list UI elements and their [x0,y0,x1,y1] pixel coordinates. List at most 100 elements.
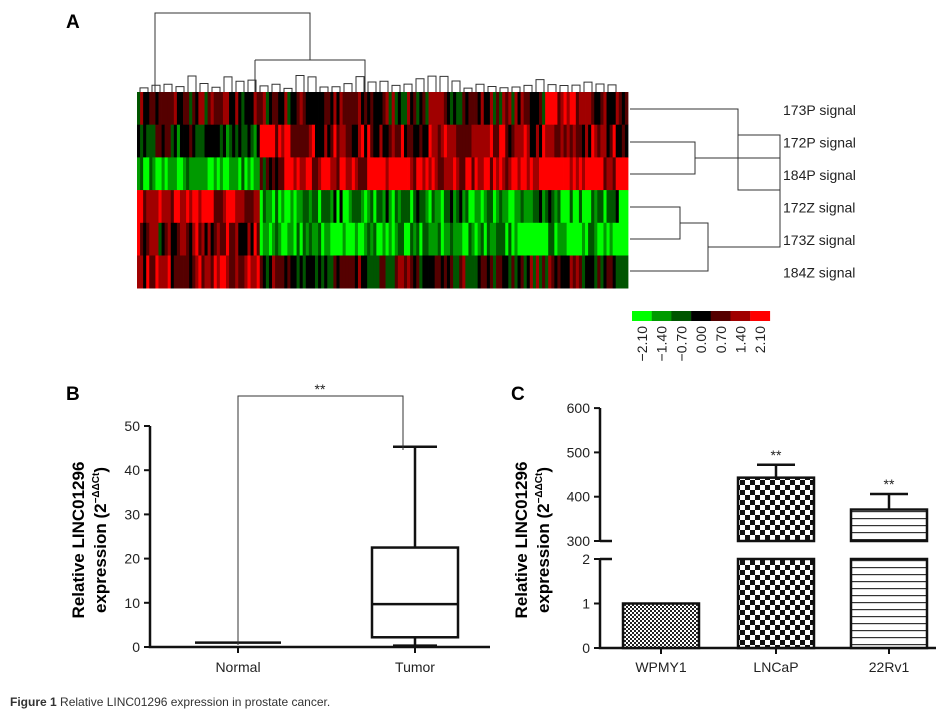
heatmap-cell [496,92,500,125]
heatmap-cell [201,124,205,158]
heatmap-cell [477,124,482,158]
heatmap-cell [486,124,491,158]
heatmap-cell [575,255,580,289]
heatmap-cell [453,190,457,224]
heatmap-cell [204,157,208,191]
heatmap-cell [222,92,227,125]
heatmap-cell [272,190,276,224]
heatmap-cell [391,255,396,289]
heatmap-cell [287,190,291,224]
heatmap-cell [410,92,414,125]
heatmap-cell [428,222,432,256]
heatmap-cell [152,222,156,256]
heatmap-cell [244,190,248,224]
heatmap-cell [345,124,350,158]
heatmap-cell [207,124,212,158]
heatmap-cell [563,92,568,125]
heatmap-cell [302,124,307,158]
heatmap-cell [287,255,291,289]
heatmap-cell [453,157,457,191]
heatmap-cell [446,255,451,289]
heatmap-cell [459,157,463,191]
heatmap-cell [514,255,518,289]
heatmap-cell [489,222,494,256]
heatmap-cell [615,157,620,191]
heatmap-cell [474,92,479,125]
heatmap-cell [443,190,448,224]
heatmap-cell [465,190,469,224]
heatmap-cell [259,190,264,224]
heatmap-cell [348,222,353,256]
heatmap-cell [594,92,598,125]
heatmap-cell [585,190,589,224]
heatmap-cell [333,157,337,191]
heatmap-cell [431,92,436,125]
heatmap-cell [618,190,623,224]
heatmap-cell [551,157,555,191]
heatmap-cell [397,255,402,289]
heatmap-cell [296,124,301,158]
heatmap-cell [149,222,153,256]
column-dendrogram-branch [487,85,497,92]
heatmap-cell [241,190,245,224]
heatmap-cell [268,222,273,256]
heatmap-cell [443,92,448,125]
heatmap-cell [299,255,304,289]
heatmap-cell [557,157,561,191]
heatmap-cell [256,255,261,289]
heatmap-cell [523,157,528,191]
heatmap-cell [229,157,233,191]
heatmap-cell [471,190,475,224]
heatmap-cell [450,222,454,256]
heatmap-cell [450,124,454,158]
heatmap-cell [354,124,359,158]
heatmap-cell [526,222,531,256]
heatmap-cell [425,190,429,224]
heatmap-cell [146,190,150,224]
heatmap-cell [201,157,205,191]
column-dendrogram-branch [535,79,545,92]
heatmap-cell [296,255,301,289]
heatmap-cell [526,92,531,125]
heatmap-cell [477,157,482,191]
heatmap-cell [566,255,571,289]
heatmap-cell [262,92,267,125]
column-dendrogram-branch [475,83,485,92]
heatmap-cell [422,124,426,158]
heatmap-cell [222,255,227,289]
heatmap-cell [229,124,233,158]
heatmap-cell [535,222,540,256]
heatmap-cell [272,222,276,256]
heatmap-cell [400,157,405,191]
heatmap-cell [339,190,344,224]
heatmap-cell [624,222,629,256]
heatmap-cell [557,124,561,158]
column-dendrogram-branch [223,76,233,92]
heatmap-cell [575,157,580,191]
heatmap-cell [272,255,276,289]
heatmap-cell [364,92,368,125]
heatmap-cell [581,255,586,289]
x-tick-label: Tumor [395,659,435,675]
heatmap-cell [403,190,408,224]
heatmap-cell [158,92,162,125]
heatmap-cell [155,190,159,224]
heatmap-cell [618,255,623,289]
color-scale-swatch [671,311,692,321]
color-scale-swatch [710,311,731,321]
heatmap-cell [548,92,552,125]
heatmap-cell [351,190,356,224]
heatmap-cell [508,222,512,256]
heatmap-cell [183,255,187,289]
heatmap-cell [456,222,460,256]
heatmap-cell [225,222,230,256]
heatmap-cell [327,190,331,224]
heatmap-cell [624,157,629,191]
bar [621,602,701,650]
heatmap-cell [324,157,328,191]
heatmap-cell [348,92,353,125]
heatmap-cell [542,157,546,191]
heatmap-cell [413,190,417,224]
heatmap-cell [302,190,307,224]
heatmap-cell [483,157,488,191]
